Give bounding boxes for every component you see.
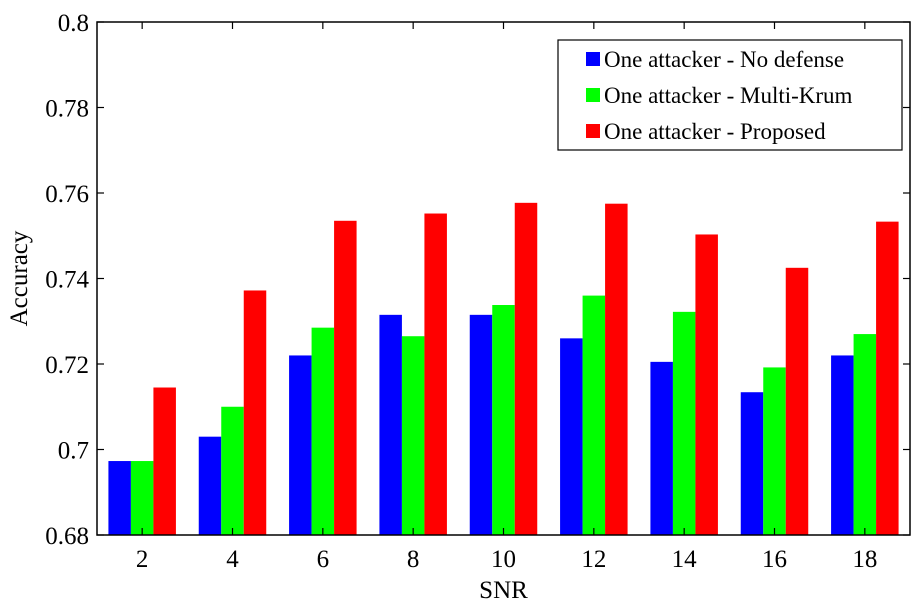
- legend-label-1: One attacker - No defense: [604, 47, 844, 72]
- bar-series-3-snr-6: [334, 220, 357, 536]
- bar-series-3-snr-18: [876, 221, 899, 535]
- bar-series-2-snr-10: [492, 305, 515, 535]
- bar-series-2-snr-18: [853, 334, 877, 535]
- x-tick-label: 4: [226, 546, 239, 573]
- bar-series-1-snr-2: [108, 461, 131, 535]
- y-tick-label: 0.74: [45, 267, 89, 294]
- x-axis: 2 4 6 8 10 12 14 16 18: [136, 22, 877, 573]
- y-tick-label: 0.72: [45, 352, 89, 379]
- bar-series-3-snr-2: [153, 387, 176, 535]
- x-tick-label: 18: [852, 546, 877, 573]
- legend-label-2: One attacker - Multi-Krum: [604, 83, 853, 108]
- bar-series-2-snr-8: [401, 336, 425, 535]
- x-tick-label: 2: [136, 546, 149, 573]
- bar-series-1-snr-14: [650, 361, 673, 535]
- bar-series-3-snr-14: [695, 234, 718, 535]
- x-axis-title: SNR: [479, 577, 528, 604]
- bar-series-3-snr-8: [424, 213, 447, 535]
- bars-layer: [108, 202, 899, 536]
- bar-series-3-snr-4: [243, 290, 267, 535]
- x-tick-label: 6: [317, 546, 330, 573]
- x-tick-label: 12: [581, 546, 606, 573]
- legend-swatch-2: [586, 88, 600, 102]
- x-tick-label: 8: [407, 546, 420, 573]
- bar-series-2-snr-16: [763, 367, 786, 535]
- y-axis-title: Accuracy: [6, 230, 33, 326]
- legend-swatch-3: [586, 124, 600, 138]
- x-tick-label: 14: [672, 546, 698, 573]
- legend-label-3: One attacker - Proposed: [604, 119, 826, 144]
- bar-series-3-snr-16: [785, 267, 809, 535]
- bar-series-2-snr-2: [130, 461, 154, 535]
- y-axis: 0.68 0.7 0.72 0.74 0.76 0.78 0.8: [45, 10, 910, 550]
- legend: One attacker - No defense One attacker - …: [557, 39, 903, 151]
- y-tick-label: 0.68: [45, 523, 89, 550]
- y-tick-label: 0.76: [45, 181, 89, 208]
- y-tick-label: 0.8: [58, 10, 89, 37]
- legend-swatch-1: [586, 52, 600, 66]
- bar-series-1-snr-10: [469, 314, 493, 535]
- bar-series-2-snr-12: [582, 295, 606, 535]
- y-tick-label: 0.78: [45, 96, 89, 123]
- y-tick-label: 0.7: [58, 438, 89, 465]
- bar-series-1-snr-4: [198, 436, 222, 535]
- bar-series-1-snr-6: [289, 355, 312, 535]
- bar-series-1-snr-18: [831, 355, 854, 535]
- bar-series-1-snr-16: [740, 392, 764, 535]
- bar-series-1-snr-8: [379, 314, 402, 535]
- x-tick-label: 16: [762, 546, 787, 573]
- bar-series-3-snr-12: [605, 203, 628, 535]
- bar-series-2-snr-6: [311, 327, 335, 535]
- bar-series-2-snr-4: [221, 406, 244, 535]
- bar-series-3-snr-10: [514, 202, 538, 535]
- bar-series-2-snr-14: [672, 311, 696, 535]
- legend-box: [557, 39, 903, 151]
- x-tick-label: 10: [491, 546, 516, 573]
- bar-series-1-snr-12: [560, 338, 583, 535]
